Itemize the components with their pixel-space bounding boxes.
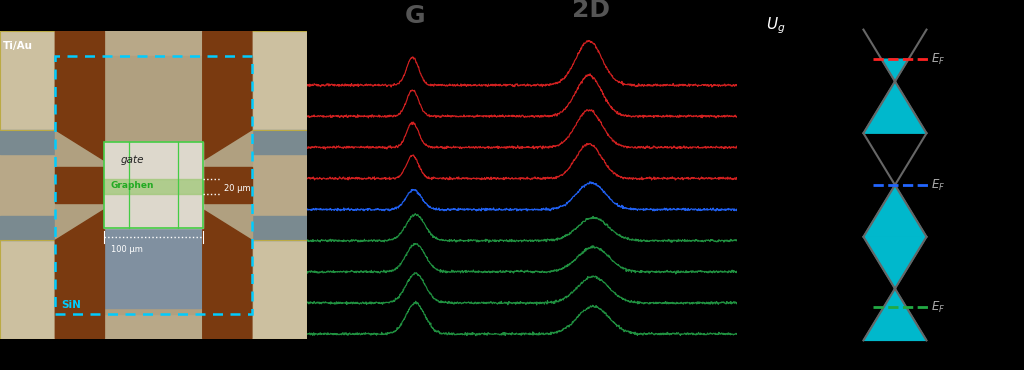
Text: $E_F$: $E_F$: [931, 300, 945, 314]
Bar: [0, 130, 61, 154]
Polygon shape: [203, 209, 252, 339]
Text: Ti/Au: Ti/Au: [3, 41, 33, 51]
Text: Graphen: Graphen: [111, 181, 154, 189]
Bar: [55, 56, 252, 314]
Text: G: G: [404, 4, 425, 28]
Polygon shape: [863, 81, 927, 133]
Text: $E_F$: $E_F$: [931, 52, 945, 67]
Text: gate: gate: [121, 155, 143, 165]
Bar: [246, 240, 307, 339]
Bar: [55, 166, 104, 204]
Bar: [104, 142, 203, 228]
Polygon shape: [863, 185, 927, 237]
Bar: [0, 240, 61, 339]
Text: 100 μm: 100 μm: [111, 245, 142, 254]
Bar: [0, 31, 61, 130]
Polygon shape: [863, 133, 927, 185]
Text: 2D: 2D: [572, 0, 610, 22]
Bar: [104, 179, 203, 194]
Bar: [246, 31, 307, 130]
Bar: [104, 228, 203, 308]
Text: $E_F$: $E_F$: [931, 178, 945, 192]
Text: 20 μm: 20 μm: [224, 184, 251, 192]
Polygon shape: [203, 31, 252, 161]
Bar: [246, 240, 307, 339]
Polygon shape: [55, 209, 104, 339]
Bar: [203, 166, 252, 204]
Bar: [246, 31, 307, 130]
Bar: [0, 240, 61, 339]
Bar: [246, 216, 307, 240]
Polygon shape: [863, 237, 927, 289]
Polygon shape: [55, 31, 104, 161]
Text: SiN: SiN: [61, 300, 81, 310]
Polygon shape: [882, 59, 908, 81]
Bar: [104, 142, 203, 228]
Polygon shape: [863, 289, 927, 340]
Bar: [0, 31, 61, 130]
Bar: [0, 216, 61, 240]
Bar: [55, 56, 252, 314]
Bar: [246, 130, 307, 154]
Text: $U_g$: $U_g$: [766, 16, 785, 36]
